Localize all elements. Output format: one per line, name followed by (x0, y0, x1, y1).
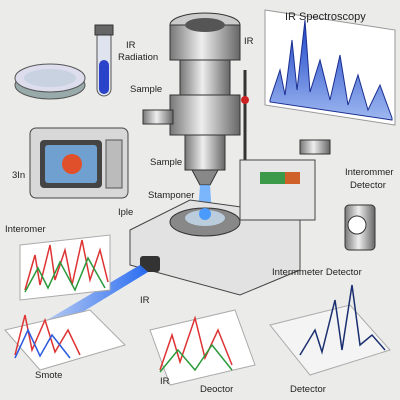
label: 3In (12, 170, 25, 181)
label: IR (160, 376, 170, 387)
label: IR (140, 295, 150, 306)
label: Iple (118, 207, 133, 218)
spectrum-chart (19, 234, 111, 301)
detector-device (344, 204, 376, 251)
ir-spectrum-chart (264, 9, 396, 126)
label: Radiation (118, 52, 158, 63)
title: IR Spectroscopy (285, 11, 366, 23)
petri-dish (14, 63, 86, 100)
label: IR (126, 40, 136, 51)
spectrometer-base (129, 139, 331, 296)
spectrum-chart (269, 284, 391, 376)
microscope (142, 12, 249, 200)
label: Stamponer (148, 190, 194, 201)
label: Detector (290, 384, 326, 395)
label: Smote (35, 370, 62, 381)
label: Interomer (5, 224, 46, 235)
label: Deoctor (200, 384, 233, 395)
label: IR (244, 36, 254, 47)
oven-device (29, 127, 129, 199)
label: Intermmeter Detector (272, 267, 362, 278)
label: Detector (350, 180, 386, 191)
spectrum-chart (4, 309, 126, 371)
label: Sample (130, 84, 162, 95)
label: Interommer (345, 167, 394, 178)
label: Sample (150, 157, 182, 168)
spectrum-chart (149, 309, 256, 386)
test-tube (94, 24, 114, 97)
